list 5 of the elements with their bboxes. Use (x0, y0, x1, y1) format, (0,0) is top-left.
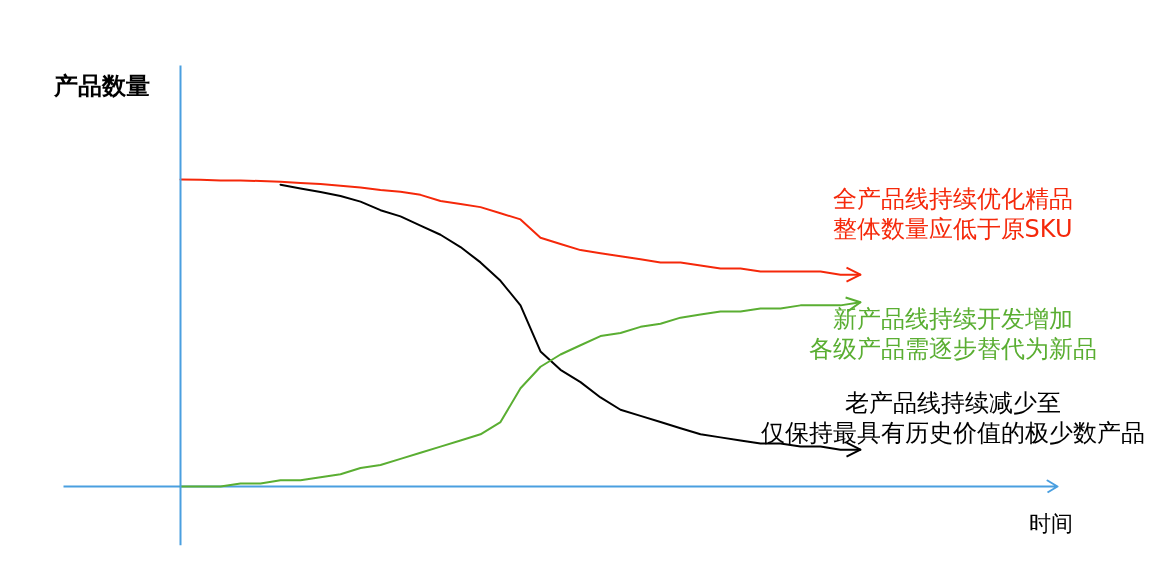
y-axis-title: 产品数量 (52, 71, 150, 100)
series-label: 老产品线持续减少至仅保持最具有历史价值的极少数产品 (760, 388, 1145, 447)
legend-label: 新产品线持续开发增加各级产品需逐步替代为新品 (808, 305, 1097, 364)
text: 时间 (1028, 511, 1073, 536)
series-label: 全产品线持续优化精品整体数量应低于原SKU (832, 184, 1073, 243)
